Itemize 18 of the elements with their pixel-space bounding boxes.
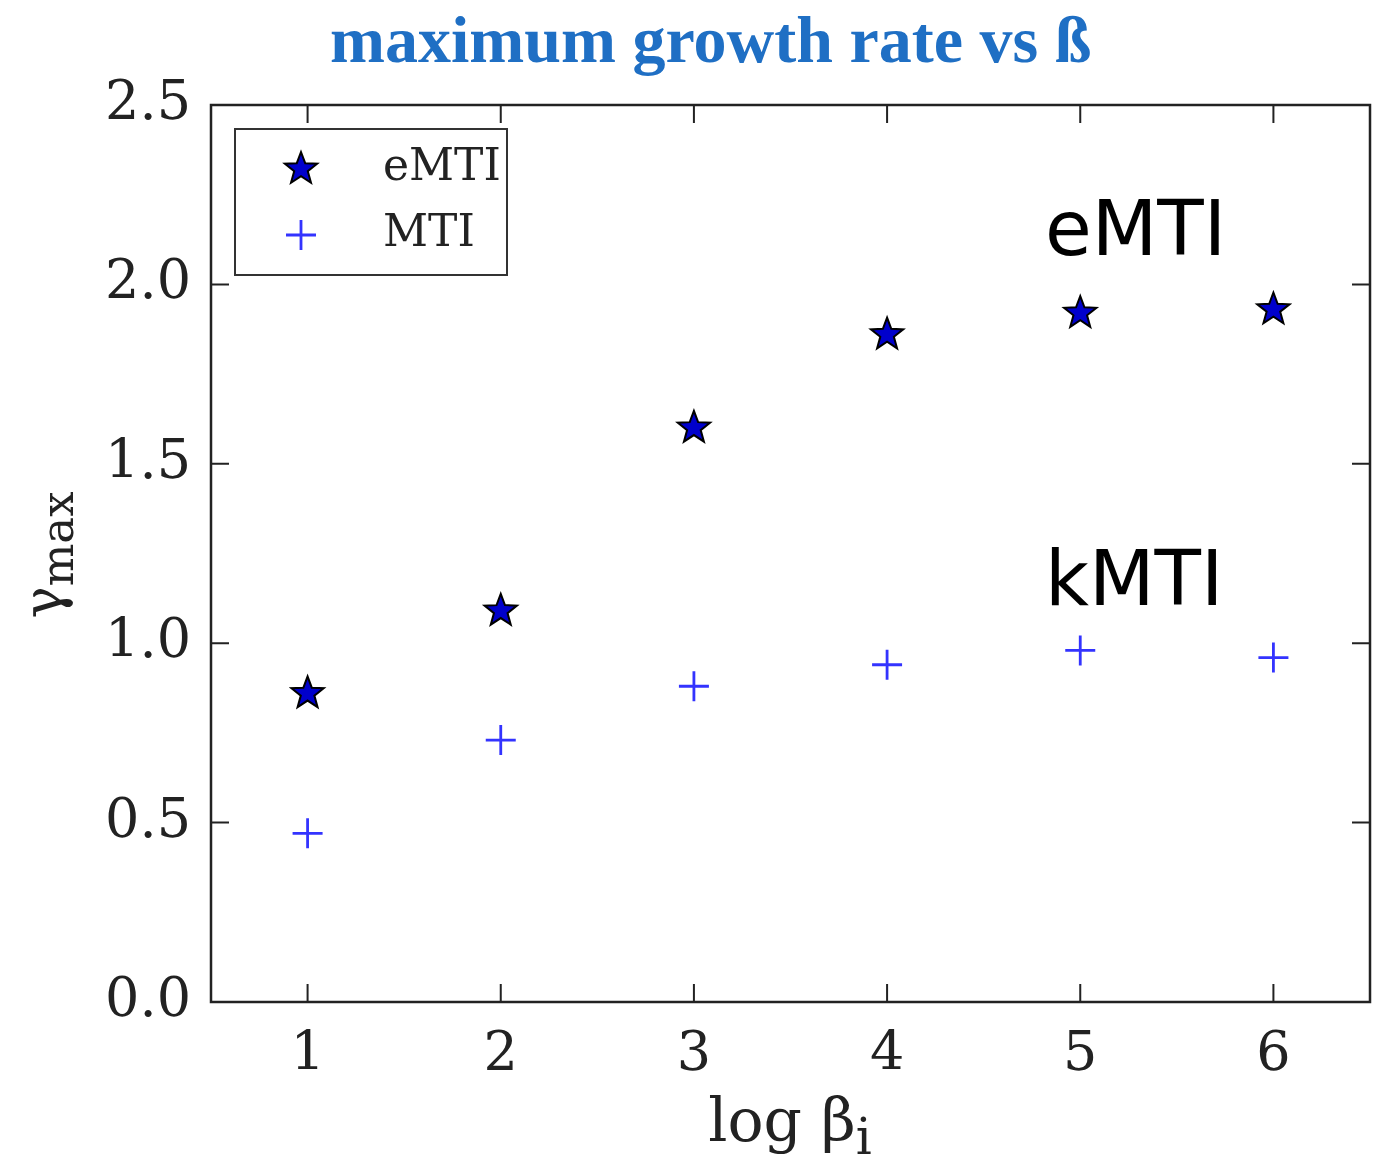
x-tick-label: 1 — [290, 1020, 325, 1084]
annotation: kMTI — [1045, 533, 1224, 623]
y-tick-label: 1.5 — [105, 427, 191, 491]
legend-label: MTI — [383, 205, 475, 257]
legend-label: eMTI — [383, 139, 501, 191]
x-tick-label: 2 — [483, 1020, 518, 1084]
y-tick-label: 0.5 — [105, 786, 191, 850]
x-axis-title: log β$_{i}$ — [707, 1085, 873, 1166]
y-tick-label: 2.0 — [105, 248, 191, 312]
x-tick-label: 4 — [869, 1020, 905, 1084]
y-tick-label: 0.0 — [105, 966, 191, 1030]
x-tick-label: 5 — [1063, 1020, 1098, 1084]
annotation: eMTI — [1045, 183, 1227, 273]
y-tick-label: 2.5 — [105, 69, 191, 133]
x-tick-label: 3 — [676, 1020, 712, 1084]
x-tick-label: 6 — [1256, 1020, 1291, 1084]
y-tick-label: 1.0 — [105, 607, 191, 671]
chart-title: maximum growth rate vs ß — [330, 2, 1092, 78]
